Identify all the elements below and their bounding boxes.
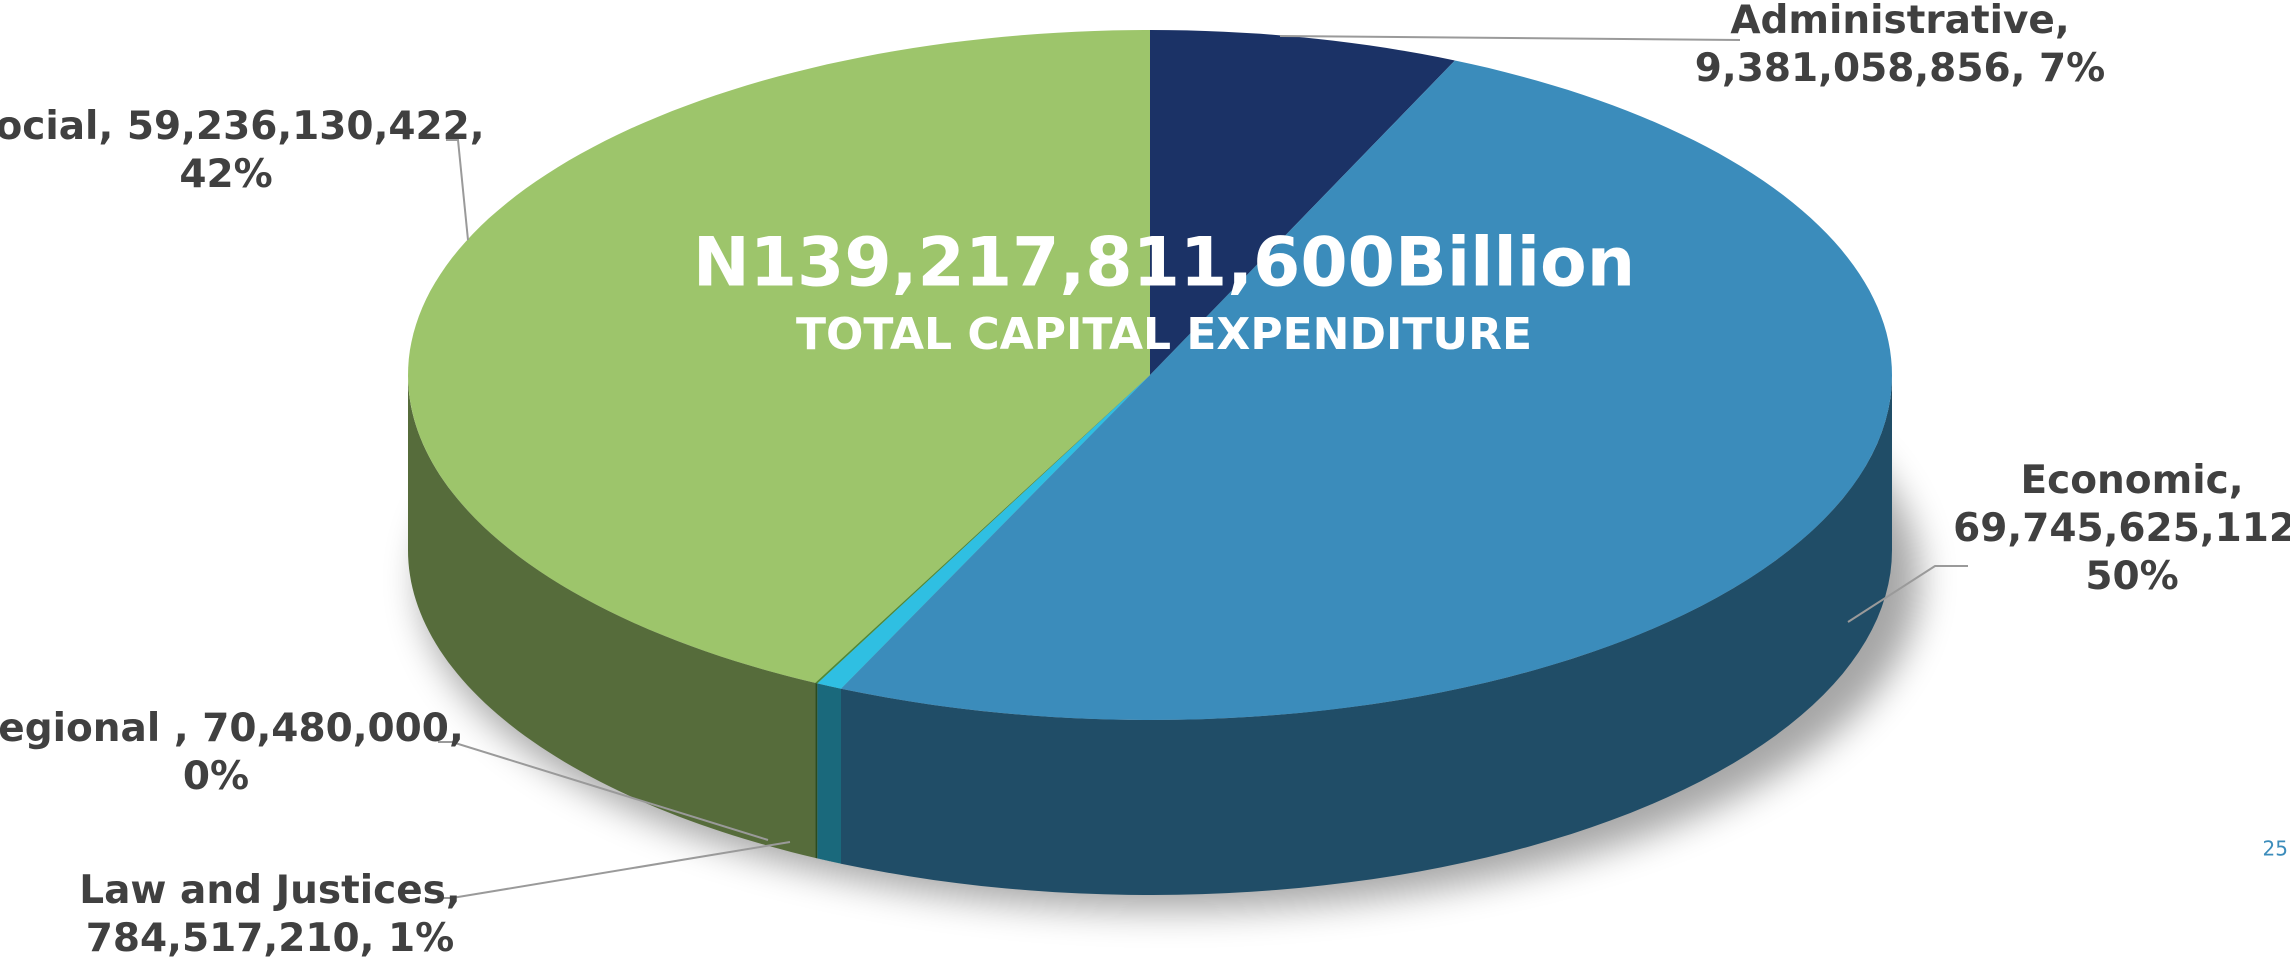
data-label: Administrative, 9,381,058,856, 7% [1695, 0, 2105, 91]
leader-line [1847, 565, 1968, 623]
slice-side [817, 683, 841, 864]
label-separator: , [174, 706, 189, 751]
label-part: 59,236,130,422 [127, 104, 470, 149]
leader-line [1279, 35, 1741, 41]
center-title: N139,217,811,600Billion [693, 224, 1635, 303]
label-line: 9,381,058,856, 7% [1695, 46, 2105, 91]
label-part: Economic [2020, 458, 2228, 503]
walls [408, 375, 1892, 895]
label-line: 50% [2085, 554, 2178, 599]
label-part: 9,381,058,856 [1695, 46, 2011, 91]
label-part: Law and Justices [79, 868, 446, 913]
label-line: Regional , 70,480,000, [0, 706, 464, 751]
data-label: Economic,69,745,625,112,50% [1953, 458, 2290, 599]
page-number: 25 [2263, 837, 2288, 861]
label-line: 42% [179, 152, 272, 197]
label-part: Administrative [1730, 0, 2055, 43]
label-line: 69,745,625,112, [1953, 506, 2290, 551]
label-part: 7% [2039, 46, 2105, 91]
slice-side [841, 375, 1892, 895]
label-separator: , [470, 104, 485, 149]
tops [408, 30, 1892, 720]
data-label: Law and Justices, 784,517,210, 1% [79, 868, 460, 961]
label-separator: , [360, 916, 375, 961]
label-part: 784,517,210 [86, 916, 360, 961]
center-subtitle: TOTAL CAPITAL EXPENDITURE [796, 309, 1532, 360]
label-line: Social, 59,236,130,422, [0, 104, 485, 149]
leader-line [446, 139, 469, 241]
slice-side [408, 375, 816, 858]
label-part: 70,480,000 [202, 706, 449, 751]
label-separator: , [449, 706, 464, 751]
data-label: Social, 59,236,130,422,42% [0, 104, 485, 197]
label-line: 0% [183, 754, 249, 799]
label-part: 50% [2085, 554, 2178, 599]
label-separator: , [2229, 458, 2244, 503]
label-part: 1% [388, 916, 454, 961]
label-separator: , [98, 104, 113, 149]
slice-side [815, 682, 818, 859]
label-line: Administrative, [1730, 0, 2069, 43]
slice [408, 30, 1150, 683]
label-separator: , [2011, 46, 2026, 91]
leader-lines [438, 35, 1968, 899]
slice [815, 375, 1150, 684]
label-part: 0% [183, 754, 249, 799]
label-part: 69,745,625,112 [1953, 506, 2290, 551]
slice [1150, 30, 1455, 375]
leader-line [438, 841, 791, 899]
leader-line [438, 741, 769, 841]
label-separator: , [2055, 0, 2070, 43]
slice [841, 60, 1892, 720]
data-label: Regional , 70,480,000,0% [0, 706, 464, 799]
label-line: Law and Justices, [79, 868, 460, 913]
label-part: Regional [0, 706, 174, 751]
label-part: 42% [179, 152, 272, 197]
slice [817, 375, 1150, 689]
label-line: Economic, [2020, 458, 2243, 503]
label-line: 784,517,210, 1% [86, 916, 454, 961]
label-part: Social [0, 104, 98, 149]
label-separator: , [446, 868, 461, 913]
